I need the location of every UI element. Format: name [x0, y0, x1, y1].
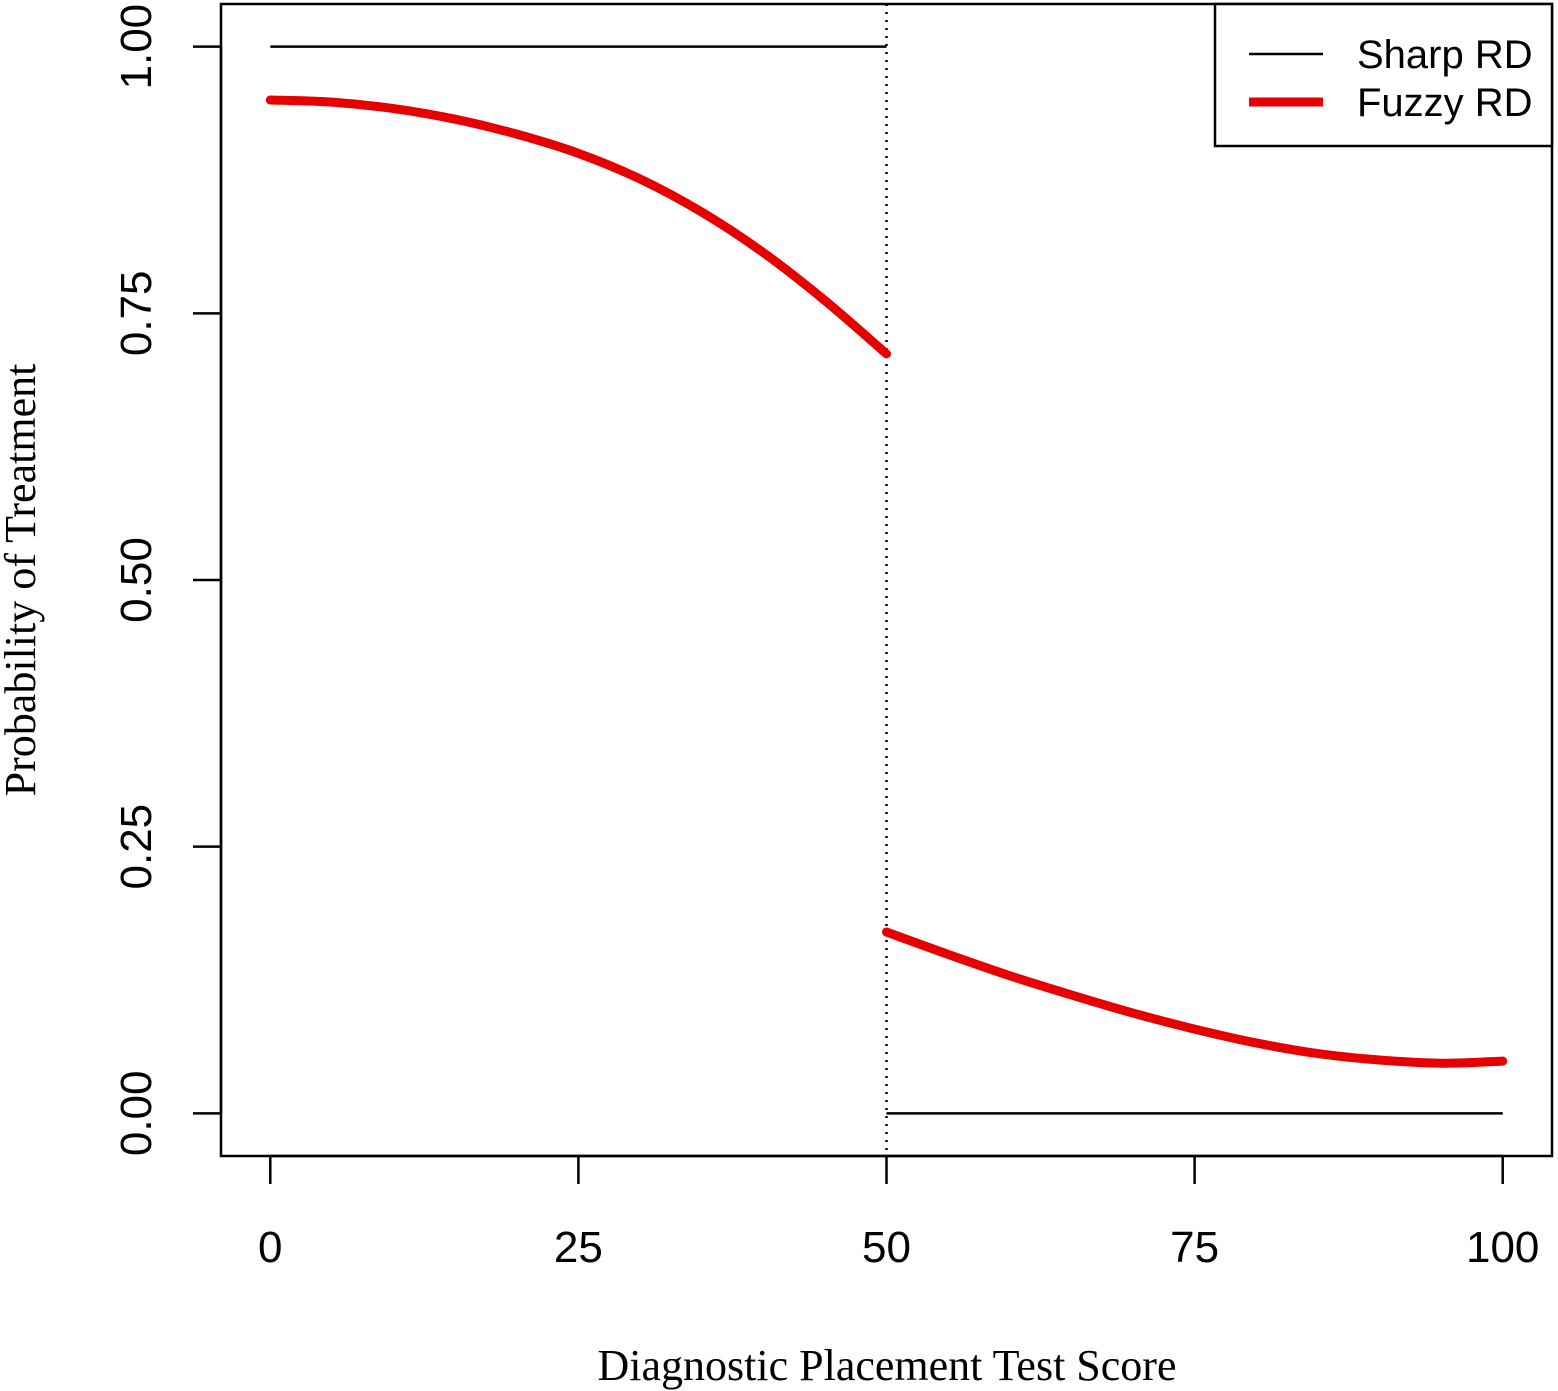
y-tick-label: 0.75: [112, 271, 161, 357]
y-tick-label: 1.00: [112, 4, 161, 90]
x-tick-label: 75: [1170, 1223, 1219, 1272]
x-tick-label: 50: [862, 1223, 911, 1272]
y-tick-label: 0.25: [112, 804, 161, 890]
fuzzy-rd-series-segment-1: [265, 95, 891, 359]
fuzzy-rd-series-segment-2: [882, 927, 1508, 1068]
x-tick-label: 100: [1466, 1223, 1539, 1272]
legend-box: [1213, 2, 1554, 148]
y-tick-label: 0.50: [112, 537, 161, 623]
y-tick-label: 0.00: [112, 1071, 161, 1157]
x-axis-title: Diagnostic Placement Test Score: [598, 1341, 1177, 1390]
legend-label-sharp-rd: Sharp RD: [1357, 33, 1533, 77]
x-tick-label: 25: [554, 1223, 603, 1272]
legend-label-fuzzy-rd: Fuzzy RD: [1357, 81, 1533, 125]
y-axis-title: Probability of Treatment: [0, 364, 45, 797]
x-tick-label: 0: [258, 1223, 282, 1272]
